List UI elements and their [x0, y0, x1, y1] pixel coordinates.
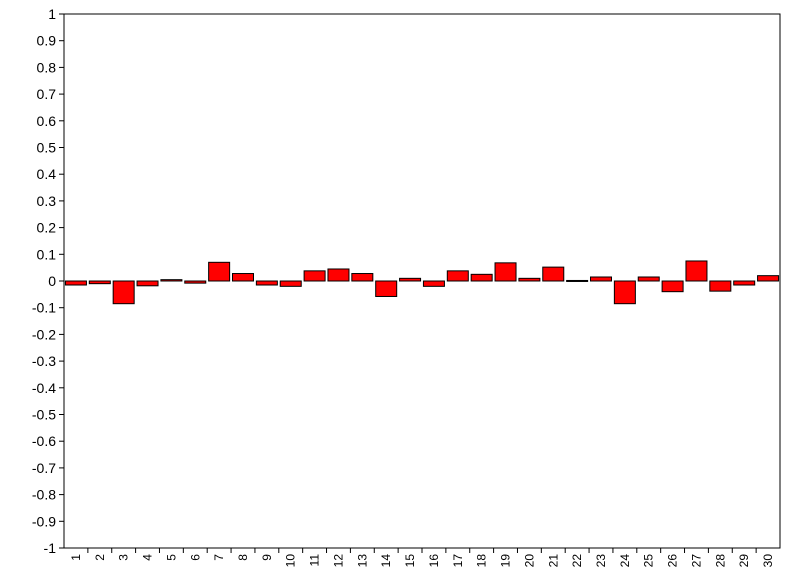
- y-tick-label: -0.9: [32, 513, 56, 529]
- x-axis: 1 2 3 4 5 6 7 8 9 10 11 12 13 14 15 16 17 18 19 20 21 22 23 24 2…: [69, 548, 775, 567]
- x-tick-label: 6: [188, 554, 202, 561]
- bar-6: [184, 280, 207, 284]
- bar-29: [733, 280, 756, 286]
- x-tick-label: 13: [355, 554, 369, 568]
- y-axis: 1 0.9 0.8 0.7 0.6 0.5 0.4 0.3 0.2 0.1 0 -0.1 -0.2 -0.…: [32, 6, 64, 556]
- bar-22: [566, 279, 589, 282]
- y-tick-label: 0.1: [37, 246, 57, 262]
- y-tick-label: -0.4: [32, 380, 56, 396]
- y-tick-label: -0.8: [32, 487, 56, 503]
- y-tick-label: -0.5: [32, 407, 56, 423]
- y-tick-label: 0.9: [37, 33, 57, 49]
- x-tick-label: 14: [379, 554, 393, 568]
- bar-10: [279, 280, 302, 287]
- y-tick-label: 1: [48, 6, 56, 22]
- bar-8: [231, 273, 255, 282]
- bar-1: [64, 280, 87, 286]
- bar-20: [518, 277, 541, 282]
- x-tick-label: 11: [308, 554, 322, 567]
- bar-7: [208, 261, 231, 282]
- x-tick-label: 24: [618, 554, 632, 568]
- x-tick-label: 19: [499, 554, 513, 568]
- y-tick-label: 0.4: [37, 166, 57, 182]
- plot-border: [63, 13, 781, 549]
- y-tick-label: -0.2: [32, 326, 56, 342]
- bar-17: [446, 270, 469, 282]
- bar-26: [661, 280, 684, 293]
- x-tick-label: 3: [117, 554, 131, 561]
- y-tick-label: 0.8: [37, 59, 57, 75]
- y-tick-label: -0.7: [32, 460, 56, 476]
- x-tick-label: 23: [594, 554, 608, 568]
- x-tick-label: 9: [260, 554, 274, 561]
- bar-21: [542, 266, 565, 282]
- bar-4: [136, 280, 159, 287]
- x-tick-label: 8: [236, 554, 250, 561]
- bar-16: [422, 280, 445, 287]
- y-tick-label: 0.3: [37, 193, 57, 209]
- x-tick-label: 10: [284, 554, 298, 568]
- bar-18: [470, 273, 493, 282]
- y-tick-label: 0.2: [37, 220, 57, 236]
- y-tick-label: 0.5: [37, 140, 57, 156]
- bar-3: [112, 280, 135, 305]
- x-tick-label: 4: [141, 554, 155, 561]
- x-tick-label: 7: [212, 554, 226, 561]
- bar-28: [709, 280, 732, 292]
- bar-13: [351, 273, 374, 282]
- bar-series: [64, 260, 780, 305]
- x-tick-label: 22: [570, 554, 584, 568]
- bar-2: [88, 280, 111, 285]
- plot-frame: [63, 13, 781, 549]
- x-tick-label: 5: [164, 554, 178, 561]
- x-tick-label: 28: [713, 554, 727, 568]
- bar-5: [160, 279, 183, 282]
- x-tick-label: 16: [427, 554, 441, 568]
- x-tick-label: 2: [93, 554, 107, 561]
- x-tick-label: 25: [642, 554, 656, 568]
- x-tick-label: 27: [689, 554, 703, 568]
- x-tick-label: 21: [546, 554, 560, 568]
- bar-27: [685, 260, 708, 282]
- bar-25: [637, 276, 660, 282]
- bar-23: [589, 276, 613, 282]
- x-tick-label: 26: [666, 554, 680, 568]
- bar-19: [494, 262, 517, 282]
- x-tick-label: 12: [331, 554, 345, 568]
- bar-12: [327, 268, 350, 282]
- bar-11: [303, 270, 326, 282]
- x-tick-label: 30: [761, 554, 775, 568]
- x-tick-label: 1: [69, 554, 83, 561]
- y-tick-label: 0: [48, 273, 56, 289]
- y-tick-label: -0.3: [32, 353, 56, 369]
- y-tick-label: -0.6: [32, 433, 56, 449]
- y-tick-label: -1: [44, 540, 57, 556]
- bar-9: [255, 280, 278, 286]
- bar-14: [375, 280, 398, 297]
- y-tick-label: -0.1: [32, 300, 56, 316]
- x-tick-label: 18: [475, 554, 489, 568]
- x-tick-label: 29: [737, 554, 751, 568]
- bar-15: [399, 277, 422, 282]
- bar-24: [613, 280, 636, 305]
- y-tick-label: 0.7: [37, 86, 57, 102]
- y-tick-label: 0.6: [37, 113, 57, 129]
- x-tick-label: 20: [522, 554, 536, 568]
- bar-30: [757, 275, 780, 282]
- x-tick-label: 17: [451, 554, 465, 568]
- x-tick-label: 15: [403, 554, 417, 568]
